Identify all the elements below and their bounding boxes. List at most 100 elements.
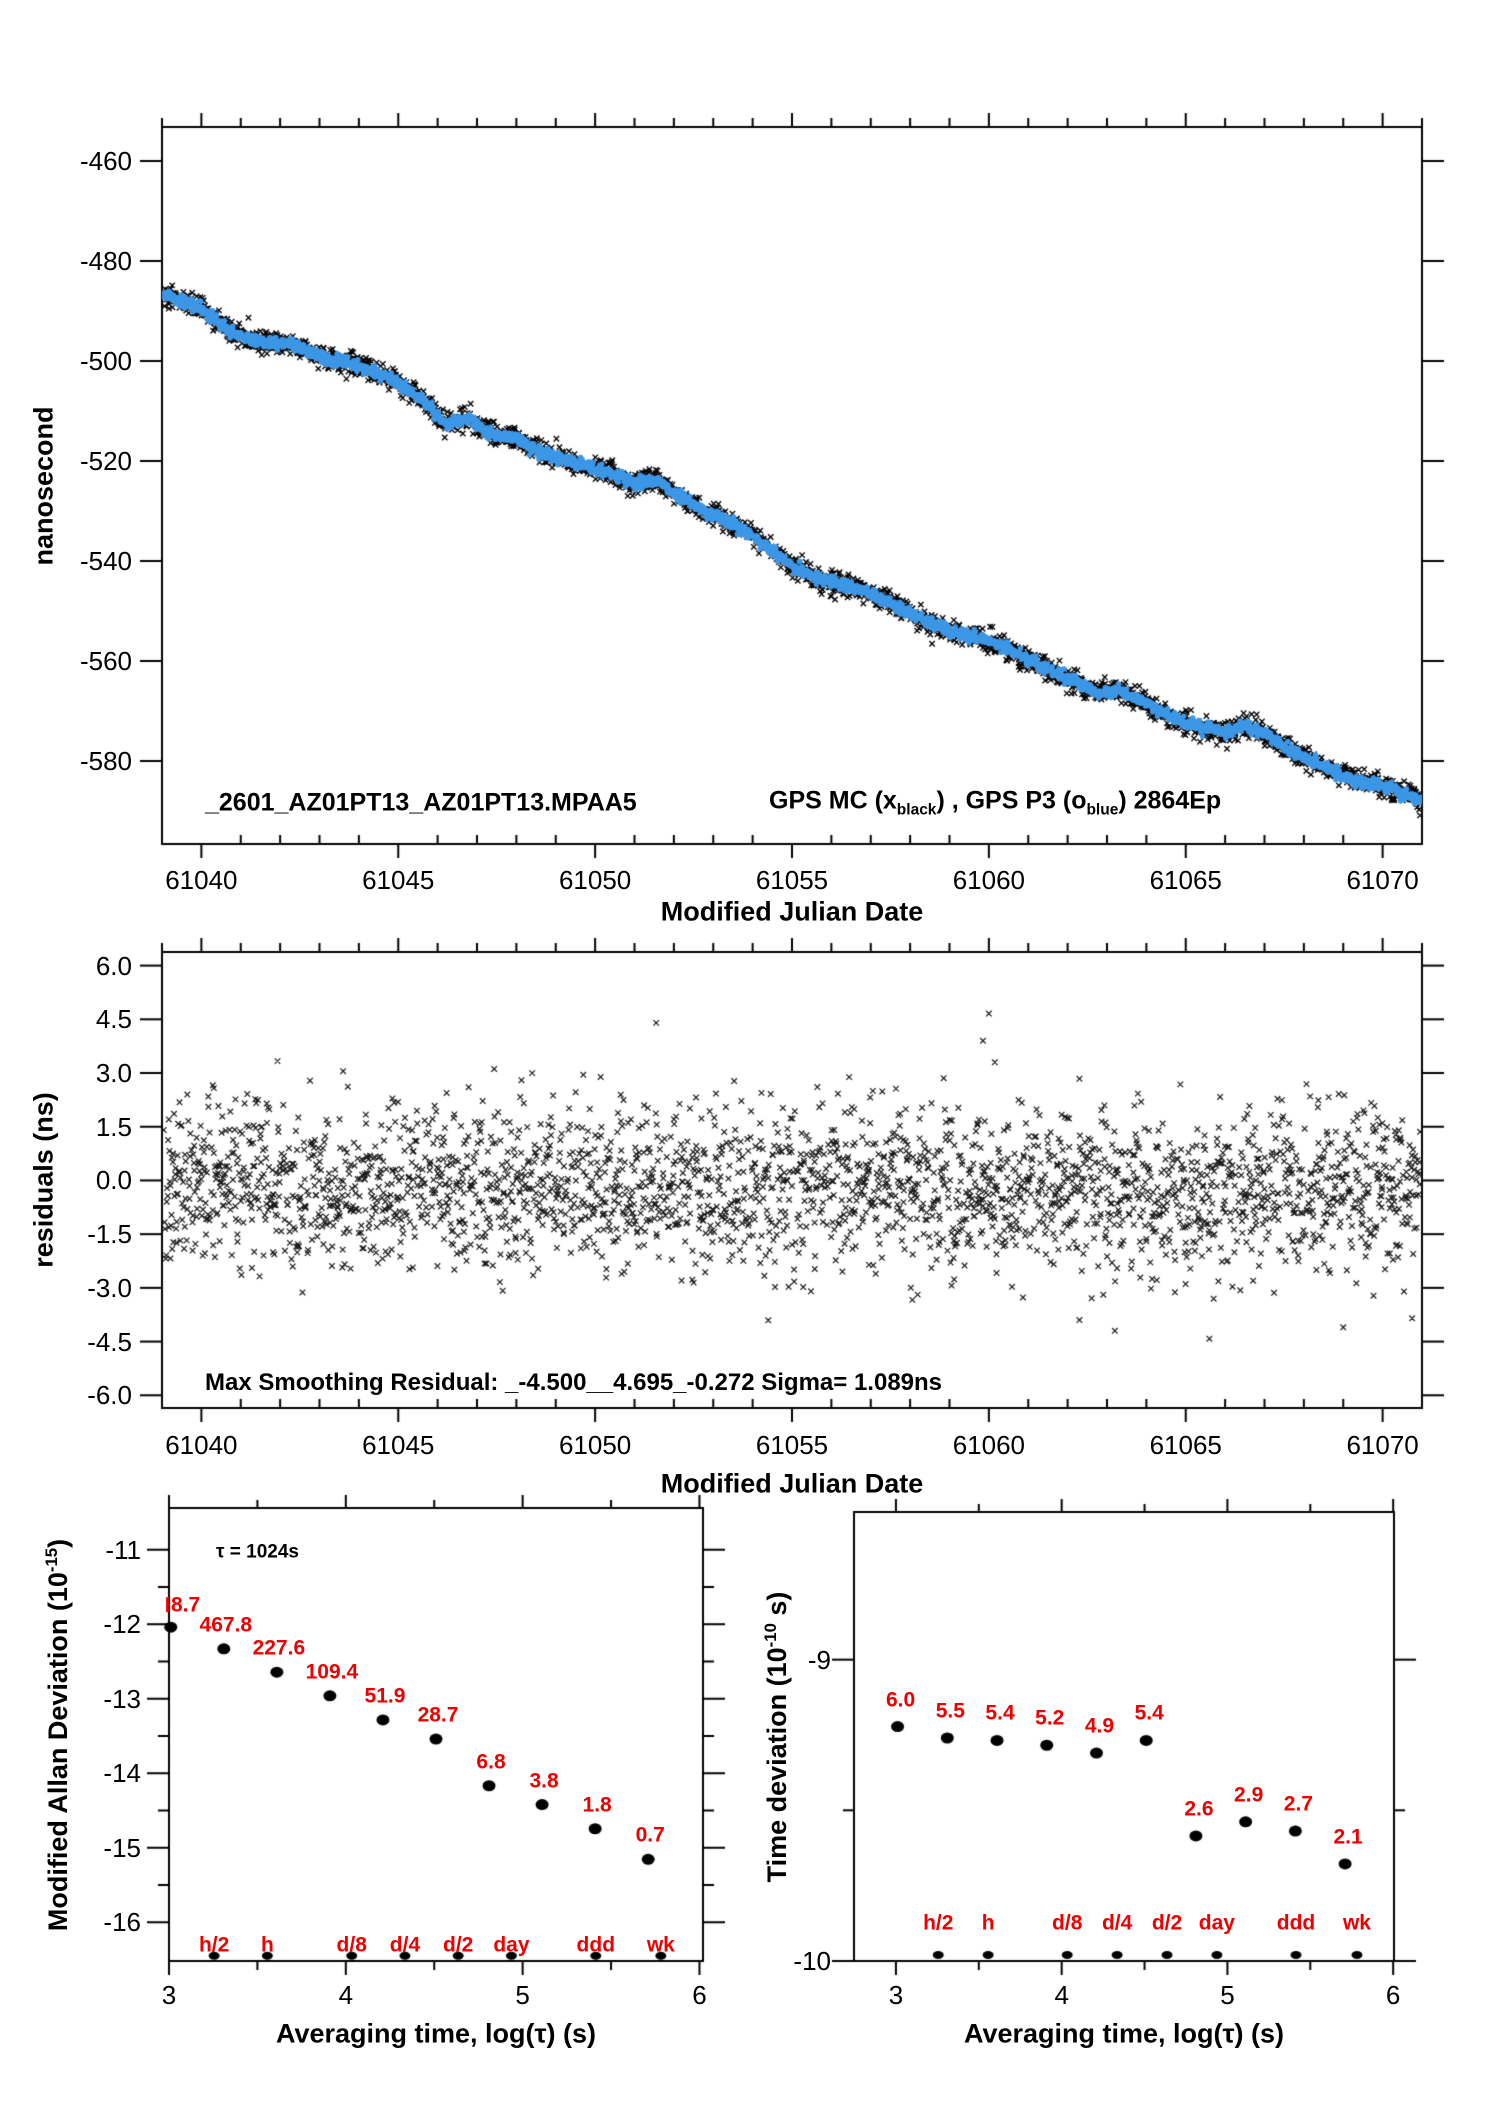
tdev-ylabel-post: s) [762, 1591, 792, 1624]
top-y-axis-title: nanosecond [28, 406, 59, 566]
mdev-x-tick-label: 4 [338, 1980, 354, 2010]
residuals-y-tick-label: -6.0 [87, 1380, 132, 1411]
top-x-tick-label: 61055 [755, 865, 829, 895]
residuals-y-tick-label: -4.5 [87, 1326, 132, 1357]
mdev-x-tick-label: 5 [515, 1980, 530, 2010]
residuals-y-tick-label: 3.0 [95, 1058, 132, 1089]
mdev-value-label: 109.4 [305, 1660, 359, 1684]
tdev-tau-marker-label: wk [1342, 1911, 1371, 1935]
tdev-x-tick-label: 6 [1385, 1980, 1401, 2010]
mdev-y-tick-label: -12 [103, 1609, 141, 1640]
residuals-y-tick-label: 1.5 [95, 1111, 132, 1142]
tdev-tau-marker-label: h [981, 1911, 995, 1935]
series-legend-pre: GPS MC (x [769, 786, 897, 815]
residuals-x-tick-label: 61040 [165, 1430, 238, 1460]
residuals-x-tick-label: 61070 [1346, 1430, 1419, 1460]
tdev-tau-marker-label: d/4 [1101, 1911, 1133, 1935]
top-x-axis-title: Modified Julian Date [660, 896, 924, 927]
mdev-value-label: 8.7 [171, 1593, 201, 1617]
mdev-y-tick-label: -15 [103, 1832, 141, 1863]
tdev-value-label: 4.9 [1084, 1714, 1115, 1738]
residuals-x-tick-label: 61060 [952, 1430, 1026, 1460]
series-legend-sub-black: black [896, 801, 937, 819]
tdev-value-label: 5.5 [935, 1699, 965, 1723]
residuals-x-tick-label: 61065 [1149, 1430, 1222, 1460]
series-legend-sub-blue: blue [1086, 801, 1119, 819]
mdev-ylabel-sup: -15 [42, 1547, 61, 1573]
series-legend-mid: ) , GPS P3 (o [936, 786, 1087, 815]
tdev-value-label: 5.4 [1134, 1701, 1164, 1725]
tdev-value-label: 2.7 [1283, 1792, 1313, 1816]
mdev-y-tick-label: -11 [105, 1534, 141, 1565]
mdev-tau-marker-label: day [493, 1933, 530, 1957]
top-y-tick-label: -540 [79, 546, 132, 576]
mdev-tau-marker-label: ddd [576, 1933, 616, 1957]
mdev-tau-marker-label: d/4 [389, 1933, 421, 1957]
mdev-value-label: 3.8 [529, 1769, 559, 1793]
residuals-annotation: Max Smoothing Residual: _-4.500__4.695_-… [205, 1369, 943, 1396]
residuals-y-tick-label: 0.0 [95, 1165, 132, 1196]
tdev-x-axis-title: Averaging time, log(τ) (s) [963, 2018, 1285, 2049]
top-y-tick-label: -580 [79, 746, 132, 776]
mdev-value-label: 0.7 [635, 1823, 665, 1847]
mdev-tau-marker-label: h [260, 1933, 274, 1957]
mdev-x-tick-label: 6 [692, 1980, 707, 2010]
top-x-tick-label: 61060 [952, 865, 1026, 895]
residuals-y-tick-label: -1.5 [87, 1219, 132, 1250]
mdev-y-tick-label: -13 [103, 1683, 141, 1714]
tdev-value-label: 5.2 [1035, 1706, 1065, 1730]
tdev-value-label: 2.1 [1333, 1825, 1363, 1849]
tdev-ylabel-pre: Time deviation (10 [762, 1647, 792, 1883]
tdev-value-label: 2.6 [1184, 1797, 1214, 1821]
top-y-tick-label: -500 [79, 346, 132, 376]
top-y-tick-label: -480 [79, 246, 132, 276]
tdev-value-label: 2.9 [1234, 1783, 1264, 1807]
top-y-tick-label: -460 [79, 146, 132, 176]
tdev-tau-marker-label: day [1198, 1911, 1235, 1935]
tdev-y-axis-title: Time deviation (10-10 s) [761, 1591, 792, 1883]
residuals-x-tick-label: 61055 [755, 1430, 829, 1460]
mdev-tau-marker-label: d/2 [443, 1933, 474, 1957]
dataset-name: _2601_AZ01PT13_AZ01PT13.MPAA5 [205, 788, 637, 817]
mdev-ylabel-pre: Modified Allan Deviation (10 [43, 1572, 73, 1932]
residuals-y-tick-label: 4.5 [95, 1004, 132, 1035]
mdev-value-label: 51.9 [364, 1684, 406, 1708]
mdev-y-tick-label: -16 [103, 1907, 141, 1938]
tdev-value-label: 6.0 [885, 1688, 916, 1712]
tdev-tau-marker-label: d/8 [1052, 1911, 1083, 1935]
mdev-y-axis-title: Modified Allan Deviation (10-15) [42, 1538, 73, 1932]
tdev-value-label: 5.4 [985, 1701, 1015, 1725]
residuals-x-axis-title: Modified Julian Date [660, 1468, 924, 1499]
top-x-tick-label: 61045 [362, 865, 435, 895]
residuals-y-tick-label: -3.0 [87, 1272, 132, 1303]
top-x-tick-label: 61070 [1346, 865, 1419, 895]
tdev-x-tick-label: 3 [888, 1980, 904, 2010]
tdev-x-tick-label: 4 [1054, 1980, 1069, 2010]
tdev-y-tick-label: -10 [793, 1946, 831, 1976]
residuals-x-tick-label: 61045 [362, 1430, 435, 1460]
top-x-tick-label: 61040 [165, 865, 238, 895]
top-panel-title: _2601_AZ01PT13_AZ01PT13.MPAA5 [205, 788, 637, 817]
mdev-ylabel-post: ) [43, 1538, 73, 1548]
top-x-tick-label: 61065 [1149, 865, 1222, 895]
mdev-value-label: 6.8 [476, 1750, 506, 1774]
top-y-tick-label: -520 [79, 446, 132, 476]
mdev-tau-marker-label: d/8 [336, 1933, 367, 1957]
mdev-tau-marker-label: wk [646, 1933, 675, 1957]
mdev-value-label: 1.8 [582, 1793, 612, 1817]
mdev-x-axis-title: Averaging time, log(τ) (s) [275, 2018, 597, 2049]
residuals-y-axis-title: residuals (ns) [28, 1092, 59, 1268]
mdev-value-label: 467.8 [199, 1613, 253, 1637]
mdev-y-tick-label: -14 [103, 1758, 141, 1789]
tdev-tau-marker-label: ddd [1276, 1911, 1316, 1935]
mdev-value-label: 28.7 [417, 1703, 459, 1727]
top-panel-series-legend: GPS MC (xblack) , GPS P3 (oblue) 2864Ep [769, 788, 1221, 818]
series-legend-post: ) 2864Ep [1118, 786, 1222, 815]
tau-annotation: τ = 1024s [216, 1541, 299, 1563]
mdev-x-tick-label: 3 [161, 1980, 177, 2010]
top-y-tick-label: -560 [79, 646, 132, 676]
tdev-tau-marker-label: h/2 [923, 1911, 954, 1935]
tdev-x-tick-label: 5 [1220, 1980, 1235, 2010]
mdev-value-label: 227.6 [252, 1636, 306, 1660]
